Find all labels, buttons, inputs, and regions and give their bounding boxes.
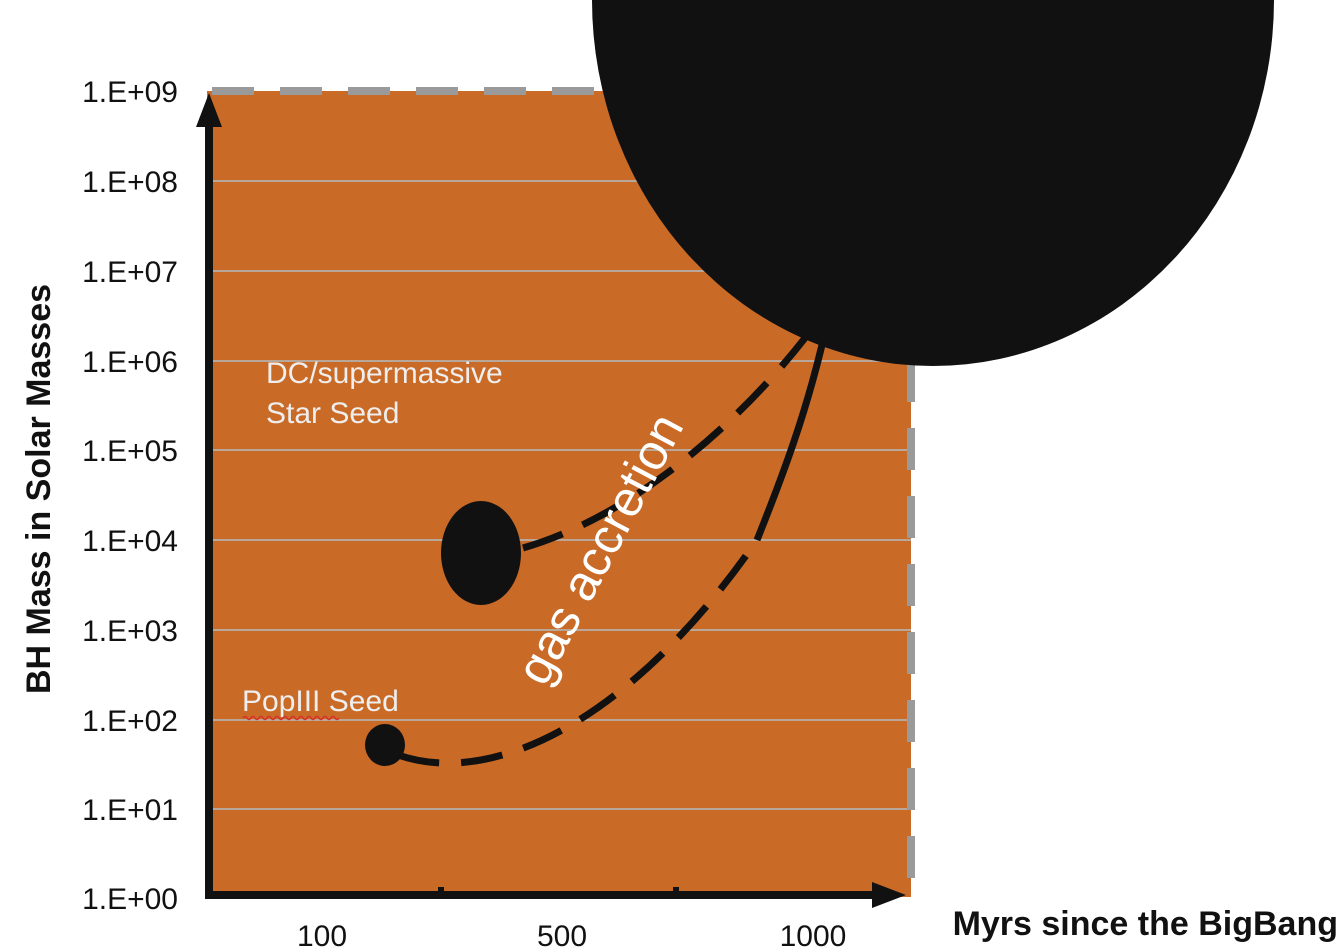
dc-seed-marker xyxy=(441,501,521,605)
y-tick-label: 1.E+00 xyxy=(82,883,178,916)
dc-seed-label-line2: Star Seed xyxy=(266,397,399,430)
y-tick-label: 1.E+08 xyxy=(82,166,178,199)
axes xyxy=(196,93,906,908)
gridlines xyxy=(207,180,911,810)
y-tick-label: 1.E+04 xyxy=(82,525,178,558)
popiii-seed-marker xyxy=(365,724,405,766)
x-axis-arrowhead xyxy=(872,882,906,908)
gas-accretion-track xyxy=(753,344,826,542)
y-tick-labels: 1.E+09 1.E+08 1.E+07 1.E+06 1.E+05 1.E+0… xyxy=(82,76,178,916)
y-tick-label: 1.E+01 xyxy=(82,794,178,827)
popiii-seed-label: PopIII Seed xyxy=(242,685,399,718)
y-tick-label: 1.E+05 xyxy=(82,435,178,468)
y-tick-label: 1.E+02 xyxy=(82,705,178,738)
dc-seed-growth-track xyxy=(522,335,808,552)
supermassive-black-hole xyxy=(592,0,1274,366)
x-tick-labels: 100 500 1000 xyxy=(297,920,846,950)
x-axis-title: Myrs since the BigBang xyxy=(953,905,1338,943)
x-tick-label: 100 xyxy=(297,920,347,950)
dc-seed-label-line1: DC/supermassive xyxy=(266,357,503,390)
x-tick-label: 1000 xyxy=(780,920,847,950)
y-tick-label: 1.E+06 xyxy=(82,346,178,379)
y-axis-arrowhead xyxy=(196,93,222,127)
y-axis-title: BH Mass in Solar Masses xyxy=(20,284,58,694)
x-tick-label: 500 xyxy=(537,920,587,950)
y-tick-label: 1.E+03 xyxy=(82,615,178,648)
y-tick-label: 1.E+07 xyxy=(82,256,178,289)
y-tick-label: 1.E+09 xyxy=(82,76,178,109)
spellcheck-squiggle xyxy=(242,715,340,721)
